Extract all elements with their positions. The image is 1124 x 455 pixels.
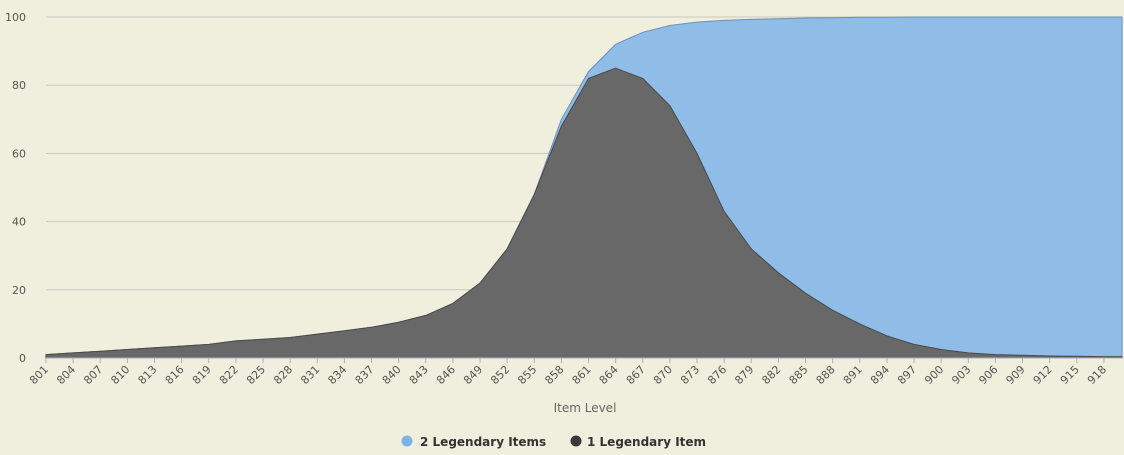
x-tick-label: 897 [895,363,919,387]
x-tick-label: 891 [841,363,865,387]
x-tick-label: 894 [868,363,892,387]
x-tick-label: 915 [1058,363,1082,387]
x-tick-label: 801 [27,363,51,387]
x-tick-label: 825 [244,363,268,387]
y-tick-label: 20 [12,284,26,297]
legend-item-0[interactable]: 2 Legendary Items [401,435,547,449]
x-tick-label: 804 [54,363,78,387]
x-tick-label: 813 [136,363,160,387]
x-tick-label: 870 [651,363,675,387]
legend-marker-icon [401,435,413,447]
legend[interactable]: 2 Legendary Items 1 Legendary Item [401,435,707,449]
x-tick-label: 858 [542,363,566,387]
legend-label: 1 Legendary Item [587,435,706,449]
x-tick-label: 819 [190,363,214,387]
x-tick-label: 912 [1031,363,1055,387]
y-tick-label: 40 [12,216,26,229]
x-tick-label: 846 [434,363,458,387]
series-area-1 [45,67,1123,359]
x-tick-label: 855 [515,363,539,387]
series-areas [45,16,1123,359]
x-tick-label: 900 [922,363,946,387]
x-tick-label: 822 [217,363,241,387]
y-tick-label: 100 [5,11,26,24]
x-tick-label: 876 [705,363,729,387]
x-tick-label: 840 [380,363,404,387]
x-tick-label: 906 [976,363,1000,387]
y-tick-label: 60 [12,147,26,160]
x-tick-label: 843 [407,363,431,387]
x-tick-label: 903 [949,363,973,387]
x-tick-label: 837 [353,363,377,387]
x-tick-label: 864 [597,363,621,387]
x-tick-label: 888 [814,363,838,387]
x-tick-label: 849 [461,363,485,387]
x-tick-label: 834 [325,363,349,387]
y-tick-label: 80 [12,79,26,92]
legend-label: 2 Legendary Items [420,435,546,449]
x-tick-label: 873 [678,363,702,387]
y-tick-label: 0 [19,352,26,365]
x-tick-label: 816 [163,363,187,387]
x-tick-label: 828 [271,363,295,387]
legend-item-1[interactable]: 1 Legendary Item [570,435,707,449]
x-tick-label: 909 [1004,363,1028,387]
x-tick-label: 882 [759,363,783,387]
x-tick-label: 861 [570,363,594,387]
legend-marker-icon [570,435,582,447]
x-tick-label: 879 [732,363,756,387]
x-tick-label: 852 [488,363,512,387]
x-tick-label: 831 [298,363,322,387]
x-tick-label: 885 [787,363,811,387]
x-tick-label: 810 [108,363,132,387]
x-tick-label: 867 [624,363,648,387]
x-axis-title: Item Level [554,401,617,415]
x-tick-label: 918 [1085,363,1109,387]
x-tick-label: 807 [81,363,105,387]
